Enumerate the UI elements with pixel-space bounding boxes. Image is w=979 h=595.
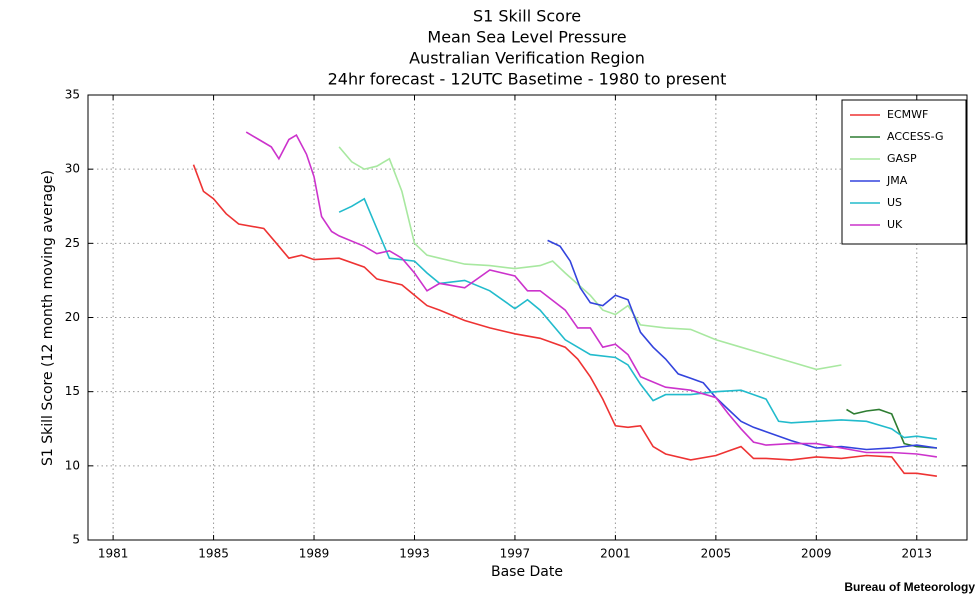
- y-tick-label: 35: [65, 88, 80, 102]
- legend-label: ECMWF: [887, 108, 928, 121]
- legend-box: [841, 99, 967, 245]
- x-tick-label: 2009: [801, 547, 832, 561]
- x-tick-label: 1989: [299, 547, 330, 561]
- x-tick-label: 1993: [399, 547, 430, 561]
- y-tick-label: 10: [65, 458, 80, 472]
- legend-label: GASP: [887, 152, 917, 165]
- chart-title: Australian Verification Region: [409, 49, 645, 68]
- legend-label: US: [887, 196, 902, 209]
- legend-label: JMA: [886, 174, 908, 187]
- x-tick-label: 1997: [500, 547, 531, 561]
- y-tick-label: 5: [72, 533, 80, 547]
- x-axis-label: Base Date: [491, 564, 563, 580]
- series-line: [338, 146, 842, 371]
- y-tick-label: 25: [65, 236, 80, 250]
- series-line: [338, 197, 938, 440]
- chart-title: S1 Skill Score: [473, 7, 581, 26]
- plot-frame: [87, 94, 968, 541]
- legend-label: UK: [887, 218, 903, 231]
- chart-title: Mean Sea Level Pressure: [427, 28, 626, 47]
- y-tick-label: 20: [65, 310, 80, 324]
- chart-title: 24hr forecast - 12UTC Basetime - 1980 to…: [328, 70, 727, 89]
- x-tick-label: 1981: [98, 547, 129, 561]
- x-tick-label: 2001: [600, 547, 631, 561]
- source: Bureau of Meteorology: [844, 580, 975, 594]
- legend-label: ACCESS-G: [887, 130, 944, 143]
- x-tick-label: 2005: [701, 547, 732, 561]
- series-line: [192, 164, 938, 477]
- x-tick-label: 2013: [901, 547, 932, 561]
- y-tick-label: 30: [65, 162, 80, 176]
- series-line: [245, 131, 938, 458]
- y-tick-label: 15: [65, 384, 80, 398]
- x-tick-label: 1985: [198, 547, 229, 561]
- y-axis-label: S1 Skill Score (12 month moving average): [40, 170, 56, 466]
